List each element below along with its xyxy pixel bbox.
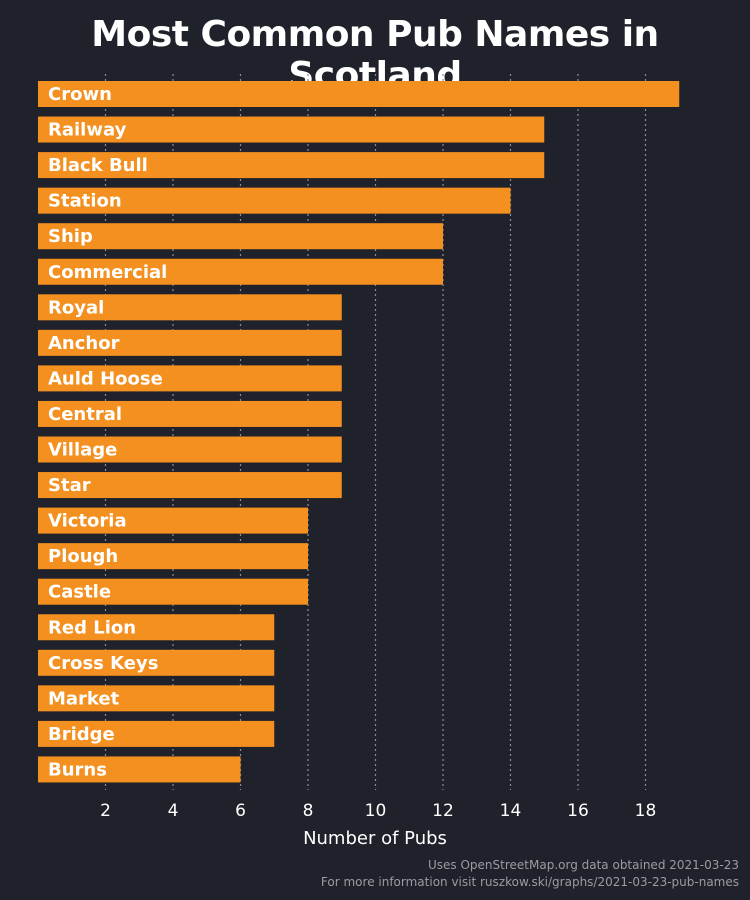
bar-label: Cross Keys — [48, 653, 158, 674]
gridlines — [104, 74, 647, 790]
bar-railway — [38, 116, 545, 143]
credit-line-2: For more information visit ruszkow.ski/g… — [320, 875, 739, 889]
x-tick-label: 18 — [635, 801, 657, 821]
x-tick-label: 8 — [303, 801, 314, 821]
bar-label: Anchor — [48, 333, 120, 354]
bar-village — [38, 436, 342, 463]
bar-station — [38, 187, 511, 214]
x-axis-title: Number of Pubs — [303, 828, 447, 849]
bar-label: Central — [48, 404, 122, 425]
bar-central — [38, 400, 342, 427]
bar-label: Red Lion — [48, 617, 136, 638]
bar-victoria — [38, 507, 308, 534]
bar-label: Victoria — [48, 511, 127, 532]
bar-label: Village — [48, 440, 117, 461]
x-tick-label: 16 — [567, 801, 589, 821]
bar-label: Castle — [48, 582, 111, 603]
x-tick-label: 6 — [235, 801, 246, 821]
credit-line-1: Uses OpenStreetMap.org data obtained 202… — [428, 858, 739, 872]
bar-label: Royal — [48, 297, 104, 318]
bar-plough — [38, 543, 308, 570]
bar-label: Bridge — [48, 724, 115, 745]
bars — [38, 81, 680, 783]
x-tick-label: 10 — [365, 801, 387, 821]
bar-royal — [38, 294, 342, 321]
bar-label: Railway — [48, 120, 127, 141]
bar-bridge — [38, 720, 275, 747]
x-tick-label: 4 — [168, 801, 179, 821]
bar-burns — [38, 756, 241, 783]
bar-label: Star — [48, 475, 91, 496]
bar-market — [38, 685, 275, 712]
bar-label: Ship — [48, 226, 93, 247]
bar-label: Station — [48, 191, 122, 212]
bar-label: Auld Hoose — [48, 368, 163, 389]
bar-red-lion — [38, 614, 275, 641]
bar-castle — [38, 578, 308, 605]
bar-label: Crown — [48, 84, 112, 105]
bar-anchor — [38, 329, 342, 356]
bar-star — [38, 472, 342, 499]
x-tick-label: 14 — [500, 801, 522, 821]
x-axis-ticks: 2 4 6 8 10 12 14 16 18 — [100, 801, 656, 821]
bar-auld-hoose — [38, 365, 342, 392]
bar-labels: Crown Railway Black Bull Station Ship Commerc… — [48, 84, 167, 780]
x-tick-label: 2 — [100, 801, 111, 821]
bar-label: Black Bull — [48, 155, 148, 176]
bar-label: Commercial — [48, 262, 167, 283]
bar-commercial — [38, 258, 443, 285]
bar-cross-keys — [38, 649, 275, 676]
x-tick-label: 12 — [432, 801, 454, 821]
bar-label: Market — [48, 688, 120, 709]
bar-label: Burns — [48, 759, 107, 780]
bar-black-bull — [38, 152, 545, 179]
bar-ship — [38, 223, 443, 250]
bar-label: Plough — [48, 546, 118, 567]
bar-crown — [38, 81, 680, 107]
